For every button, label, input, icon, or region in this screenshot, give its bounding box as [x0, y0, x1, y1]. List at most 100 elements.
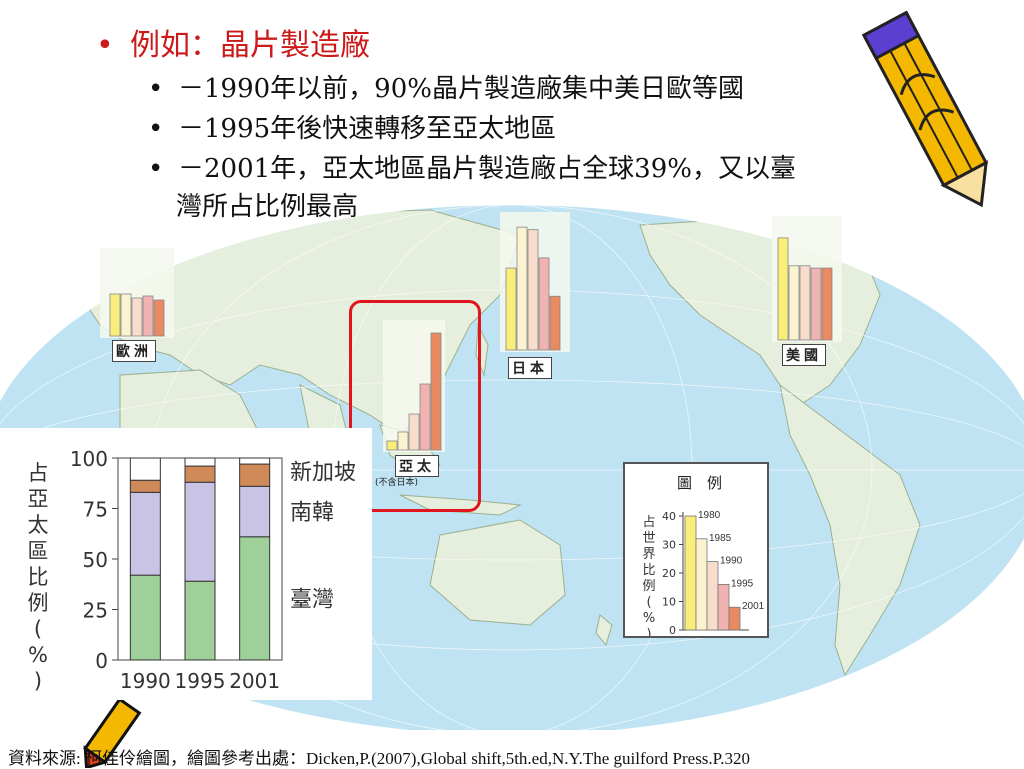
stacked-segment [129, 457, 161, 481]
x-tick-label: 2001 [229, 669, 280, 693]
legend-y-tick-label: 10 [662, 596, 676, 609]
bullet-dot: • [148, 74, 164, 104]
sub-bullet-3-text: －2001年，亞太地區晶片製造廠占全球39%，又以臺 [178, 154, 796, 184]
bullet-dot: • [96, 28, 114, 63]
legend-bar-1985 [695, 538, 708, 631]
legend-y-label-char: ) [646, 627, 651, 636]
stacked-segment [129, 574, 161, 661]
japan-chart [500, 212, 570, 352]
pencil-small-icon [83, 700, 142, 768]
bar-1995 [810, 267, 822, 341]
stacked-segment [184, 580, 216, 661]
stacked-segment [129, 491, 161, 576]
bar-1995 [142, 295, 154, 337]
stacked-segment [239, 485, 271, 538]
legend-y-label-char: 例 [642, 579, 655, 594]
stacked-segment [129, 479, 161, 493]
legend-y-label-char: 比 [642, 563, 655, 578]
bar-1985 [397, 431, 409, 451]
bullet-dot: • [148, 154, 164, 184]
y-label-char: ) [34, 669, 42, 693]
bullet-area: • 例如：晶片製造廠 • －1990年以前，90%晶片製造廠集中美日歐等國 • －19… [0, 0, 1024, 230]
main-bullet-text: 例如：晶片製造廠 [130, 28, 370, 63]
legend-y-tick-label: 0 [669, 624, 676, 636]
bar-1980 [505, 267, 517, 351]
stacked-segment [239, 457, 271, 465]
y-tick-label: 75 [83, 498, 108, 522]
y-label-char: 例 [28, 591, 49, 615]
japan-label: 日本 [508, 357, 552, 379]
bar-1990 [799, 265, 811, 341]
new-zealand [595, 614, 613, 647]
legend-year-label: 1990 [720, 556, 743, 567]
usa-label: 美國 [782, 344, 826, 366]
south-america [779, 383, 921, 677]
sub-bullet-2-text: －1995年後快速轉移至亞太地區 [178, 114, 557, 144]
main-bullet: • 例如：晶片製造廠 [96, 20, 370, 64]
bar-1980 [777, 237, 789, 341]
legend-year-label: 1980 [698, 510, 721, 521]
sub-bullet-3-continued: 灣所占比例最高 [176, 192, 359, 222]
legend-bar-1990 [706, 561, 719, 631]
y-label-char: 區 [28, 539, 49, 563]
stacked-segment [184, 465, 216, 483]
legend-bar-2001 [728, 606, 741, 631]
europe-chart [100, 248, 174, 338]
bar-1990 [408, 413, 420, 451]
legend-y-tick-label: 30 [662, 539, 676, 552]
y-tick-label: 0 [95, 649, 108, 673]
bar-1985 [516, 226, 528, 351]
sub-bullet-2: • －1995年後快速轉移至亞太地區 [148, 114, 556, 144]
y-label-char: 比 [28, 565, 49, 589]
y-tick-label: 25 [83, 599, 108, 623]
asia-pacific-note: (不含日本) [375, 478, 419, 488]
pencil-decoration-icon [861, 10, 989, 208]
legend-year-label: 2001 [742, 601, 765, 612]
legend-bar-1980 [684, 515, 697, 631]
bar-2001 [153, 299, 165, 337]
bar-2001 [821, 267, 833, 341]
bar-1985 [120, 293, 132, 337]
bar-2001 [549, 295, 561, 351]
sub-bullet-1: • －1990年以前，90%晶片製造廠集中美日歐等國 [148, 74, 744, 104]
series-label: 臺灣 [290, 587, 334, 612]
legend-panel: 圖 例 占世界比例(%) 0 10 20 30 40 1980 1985 1990 1995 2… [623, 462, 769, 642]
source-citation: 資料來源: 柯佳伶繪圖，繪圖參考出處：Dicken,P.(2007),Globa… [8, 749, 750, 768]
legend-y-tick-label: 40 [662, 510, 676, 523]
stacked-segment [184, 457, 216, 467]
stacked-segment [239, 463, 271, 487]
bar-1990 [527, 229, 539, 351]
legend-year-label: 1995 [731, 578, 754, 589]
legend-y-label-char: 世 [642, 531, 655, 546]
stacked-segment [184, 481, 216, 582]
legend-y-label-char: ( [646, 595, 651, 610]
highlight-box [349, 300, 481, 512]
legend-bar-1995 [717, 584, 730, 631]
series-label: 新加坡 [290, 461, 356, 486]
bullet-dot: • [148, 114, 164, 144]
sub-bullet-1-text: －1990年以前，90%晶片製造廠集中美日歐等國 [178, 74, 744, 104]
bar-2001 [430, 332, 442, 451]
legend-y-label-char: 界 [642, 547, 655, 562]
sub-bullet-3: • －2001年，亞太地區晶片製造廠占全球39%，又以臺 [148, 154, 796, 184]
bar-1990 [131, 297, 143, 337]
asia-pacific-chart [383, 320, 445, 452]
australia [429, 519, 566, 626]
usa-chart [772, 216, 842, 342]
bar-1985 [788, 265, 800, 341]
legend-title: 圖 例 [677, 474, 722, 492]
stacked-segment [239, 536, 271, 661]
bar-1995 [419, 383, 431, 451]
y-tick-label: 50 [83, 548, 108, 572]
y-label-char: 亞 [28, 487, 49, 511]
x-tick-label: 1995 [175, 669, 226, 693]
bar-1980 [386, 440, 398, 451]
y-label-char: ( [34, 617, 42, 641]
series-label: 南韓 [290, 501, 334, 526]
europe-label: 歐洲 [112, 340, 156, 362]
y-label-char: 占 [28, 461, 49, 485]
asia-pacific-label: 亞太 [395, 455, 439, 477]
y-tick-label: 100 [70, 447, 108, 471]
